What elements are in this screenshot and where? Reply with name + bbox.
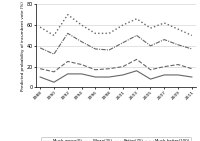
Y-axis label: Predicted probability of incumbent vote (%): Predicted probability of incumbent vote …: [21, 1, 25, 91]
Legend: Much worse(0), Worse(25), Better(75), Much better(100): Much worse(0), Worse(25), Better(75), Mu…: [41, 137, 191, 141]
